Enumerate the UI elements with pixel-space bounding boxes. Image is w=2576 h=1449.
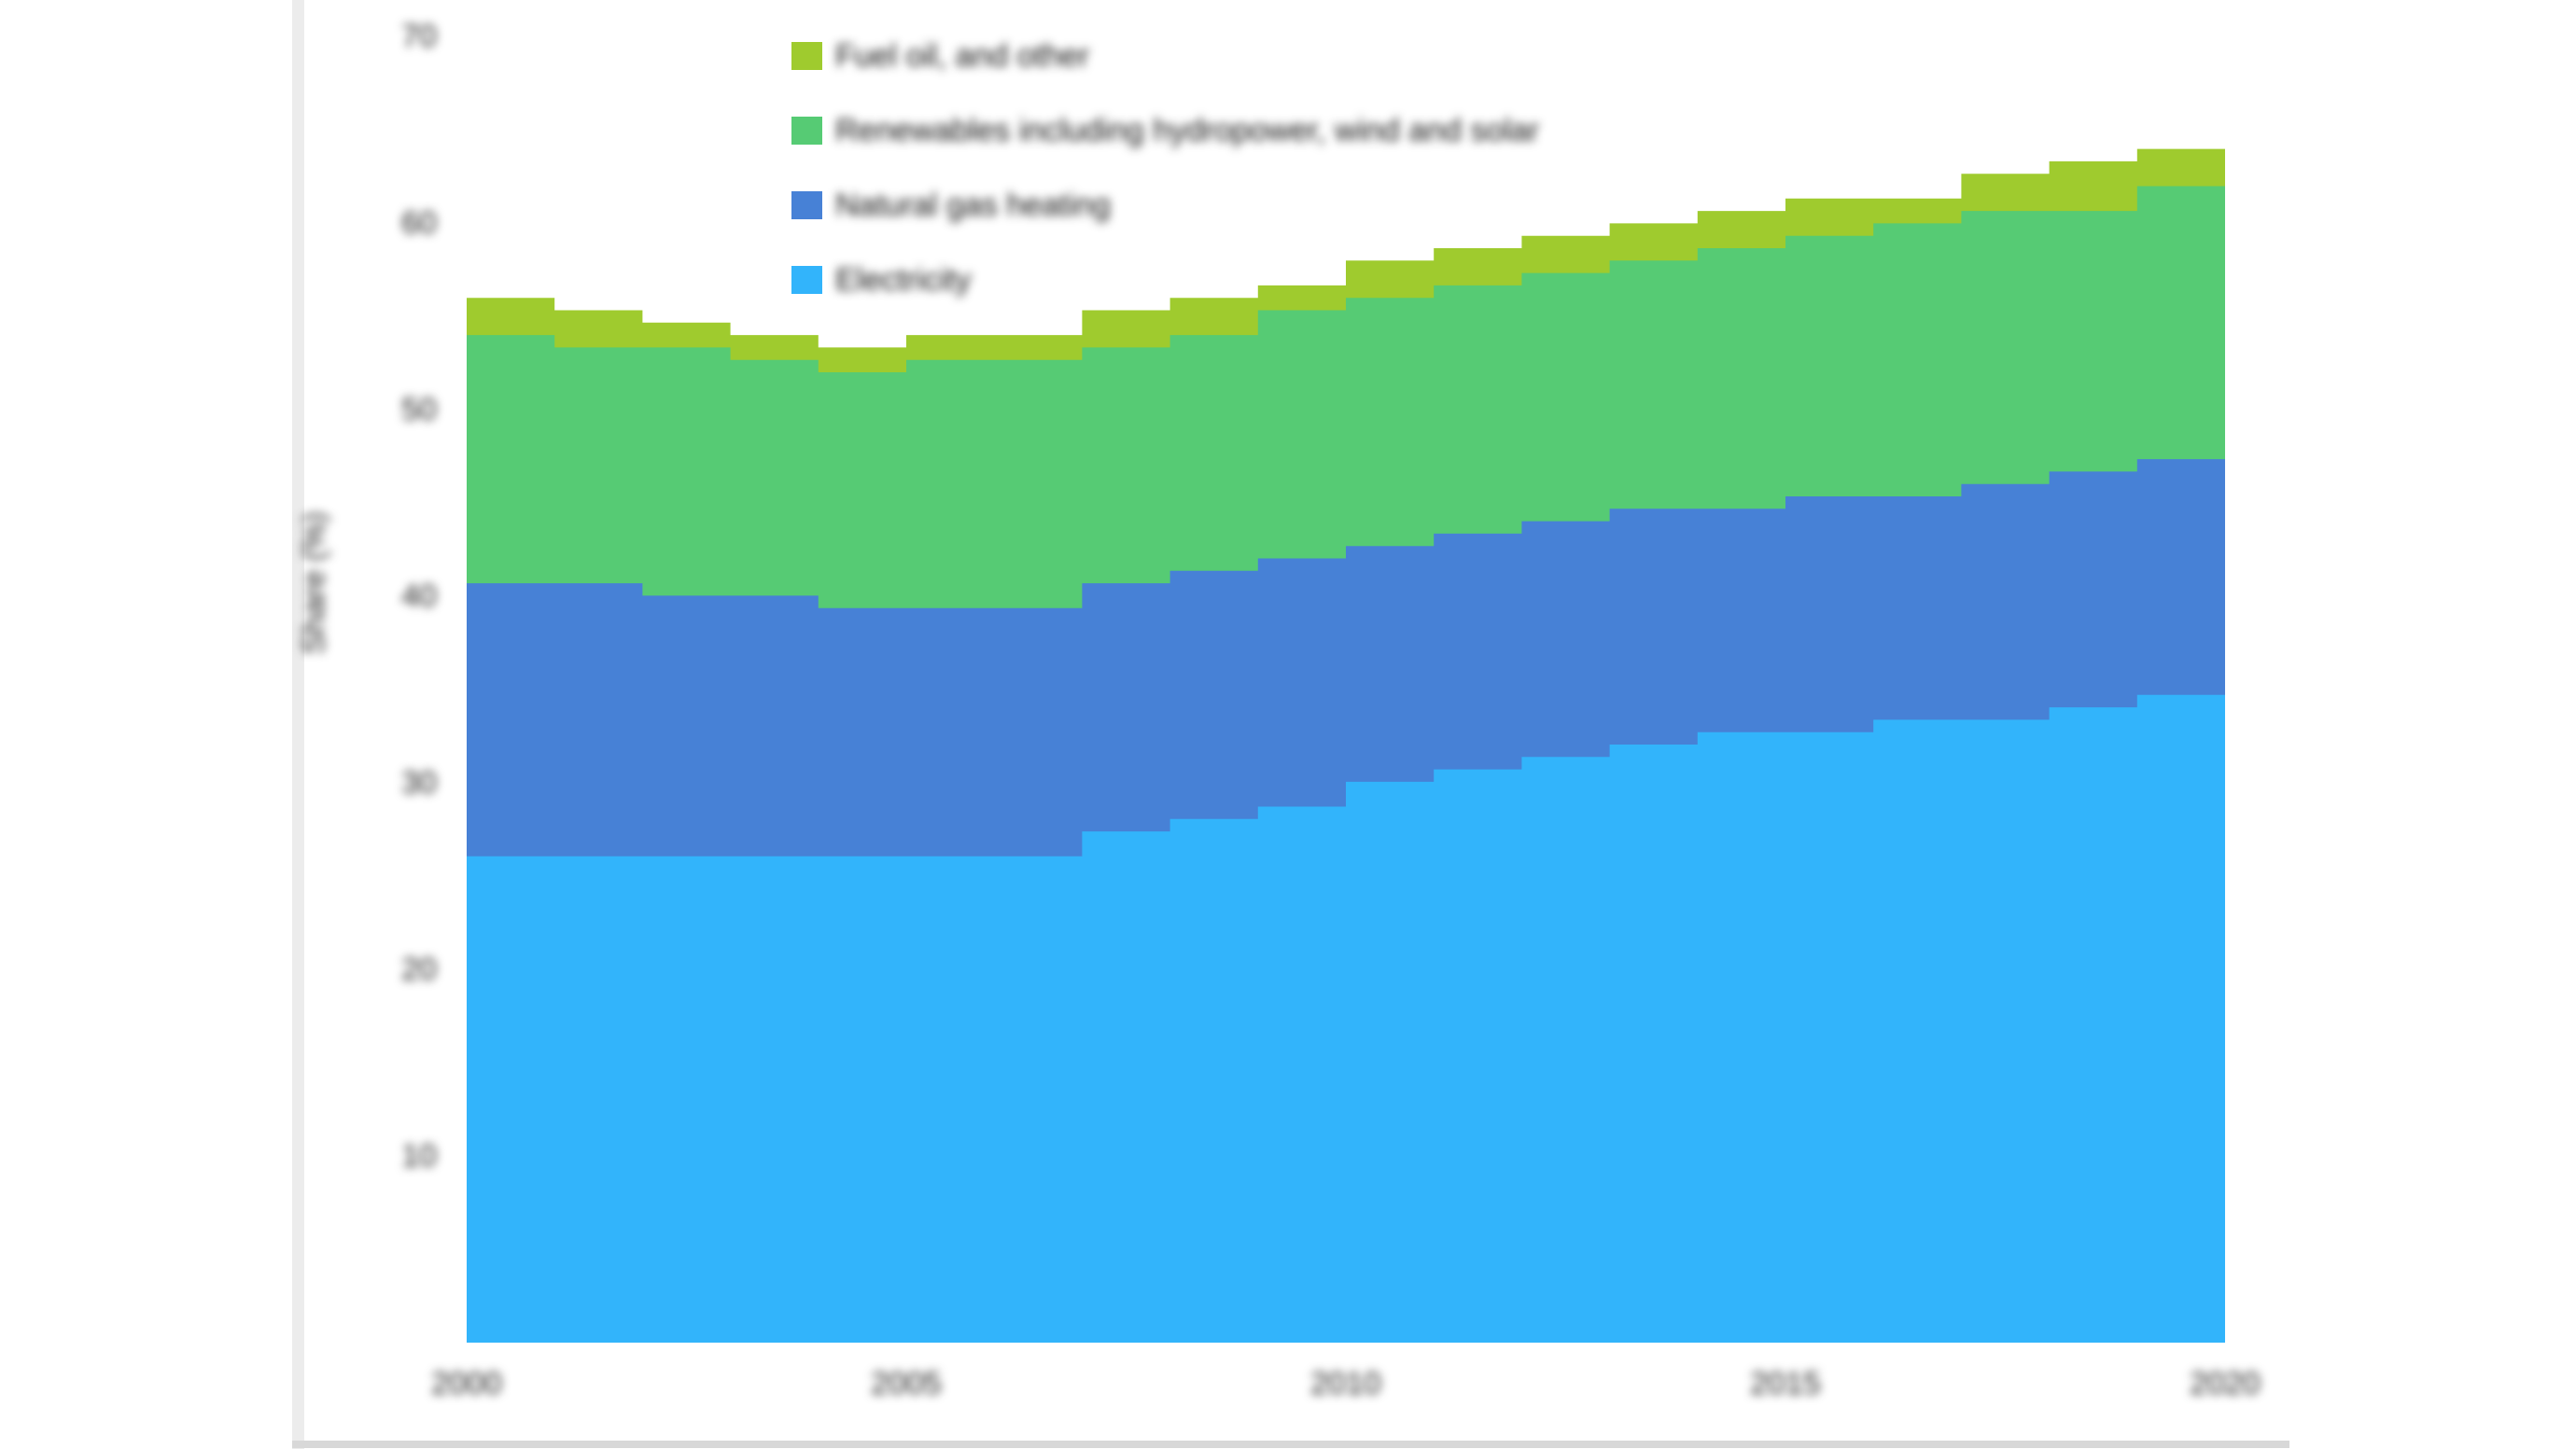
legend-label: Electricity [835, 261, 972, 298]
legend-swatch-icon [791, 117, 822, 145]
y-tick-label: 10 [401, 1138, 437, 1174]
legend-swatch-icon [791, 191, 822, 219]
legend: Fuel oil, and other Renewables including … [791, 34, 1539, 332]
legend-label: Natural gas heating [835, 187, 1111, 223]
legend-row: Fuel oil, and other [791, 34, 1539, 78]
x-tick-label: 2020 [2190, 1366, 2261, 1401]
x-tick-label: 2000 [431, 1366, 502, 1401]
y-tick-label: 30 [401, 765, 437, 801]
y-tick-label: 60 [401, 205, 437, 241]
card-left-border [292, 0, 304, 1449]
legend-label: Renewables including hydropower, wind an… [835, 112, 1540, 148]
legend-swatch-icon [791, 266, 822, 294]
legend-swatch-icon [791, 42, 822, 70]
y-tick-label: 40 [401, 578, 437, 614]
legend-row: Renewables including hydropower, wind an… [791, 108, 1539, 153]
legend-label: Fuel oil, and other [835, 37, 1090, 74]
y-tick-label: 20 [401, 952, 437, 987]
y-tick-label: 70 [401, 19, 437, 54]
card-bottom-border [292, 1441, 2289, 1448]
x-tick-label: 2015 [1750, 1366, 1821, 1401]
y-tick-label: 50 [401, 392, 437, 427]
area-electricity [467, 694, 2225, 1343]
legend-row: Natural gas heating [791, 183, 1539, 228]
x-tick-label: 2010 [1310, 1366, 1381, 1401]
x-tick-label: 2005 [871, 1366, 942, 1401]
legend-row: Electricity [791, 258, 1539, 302]
